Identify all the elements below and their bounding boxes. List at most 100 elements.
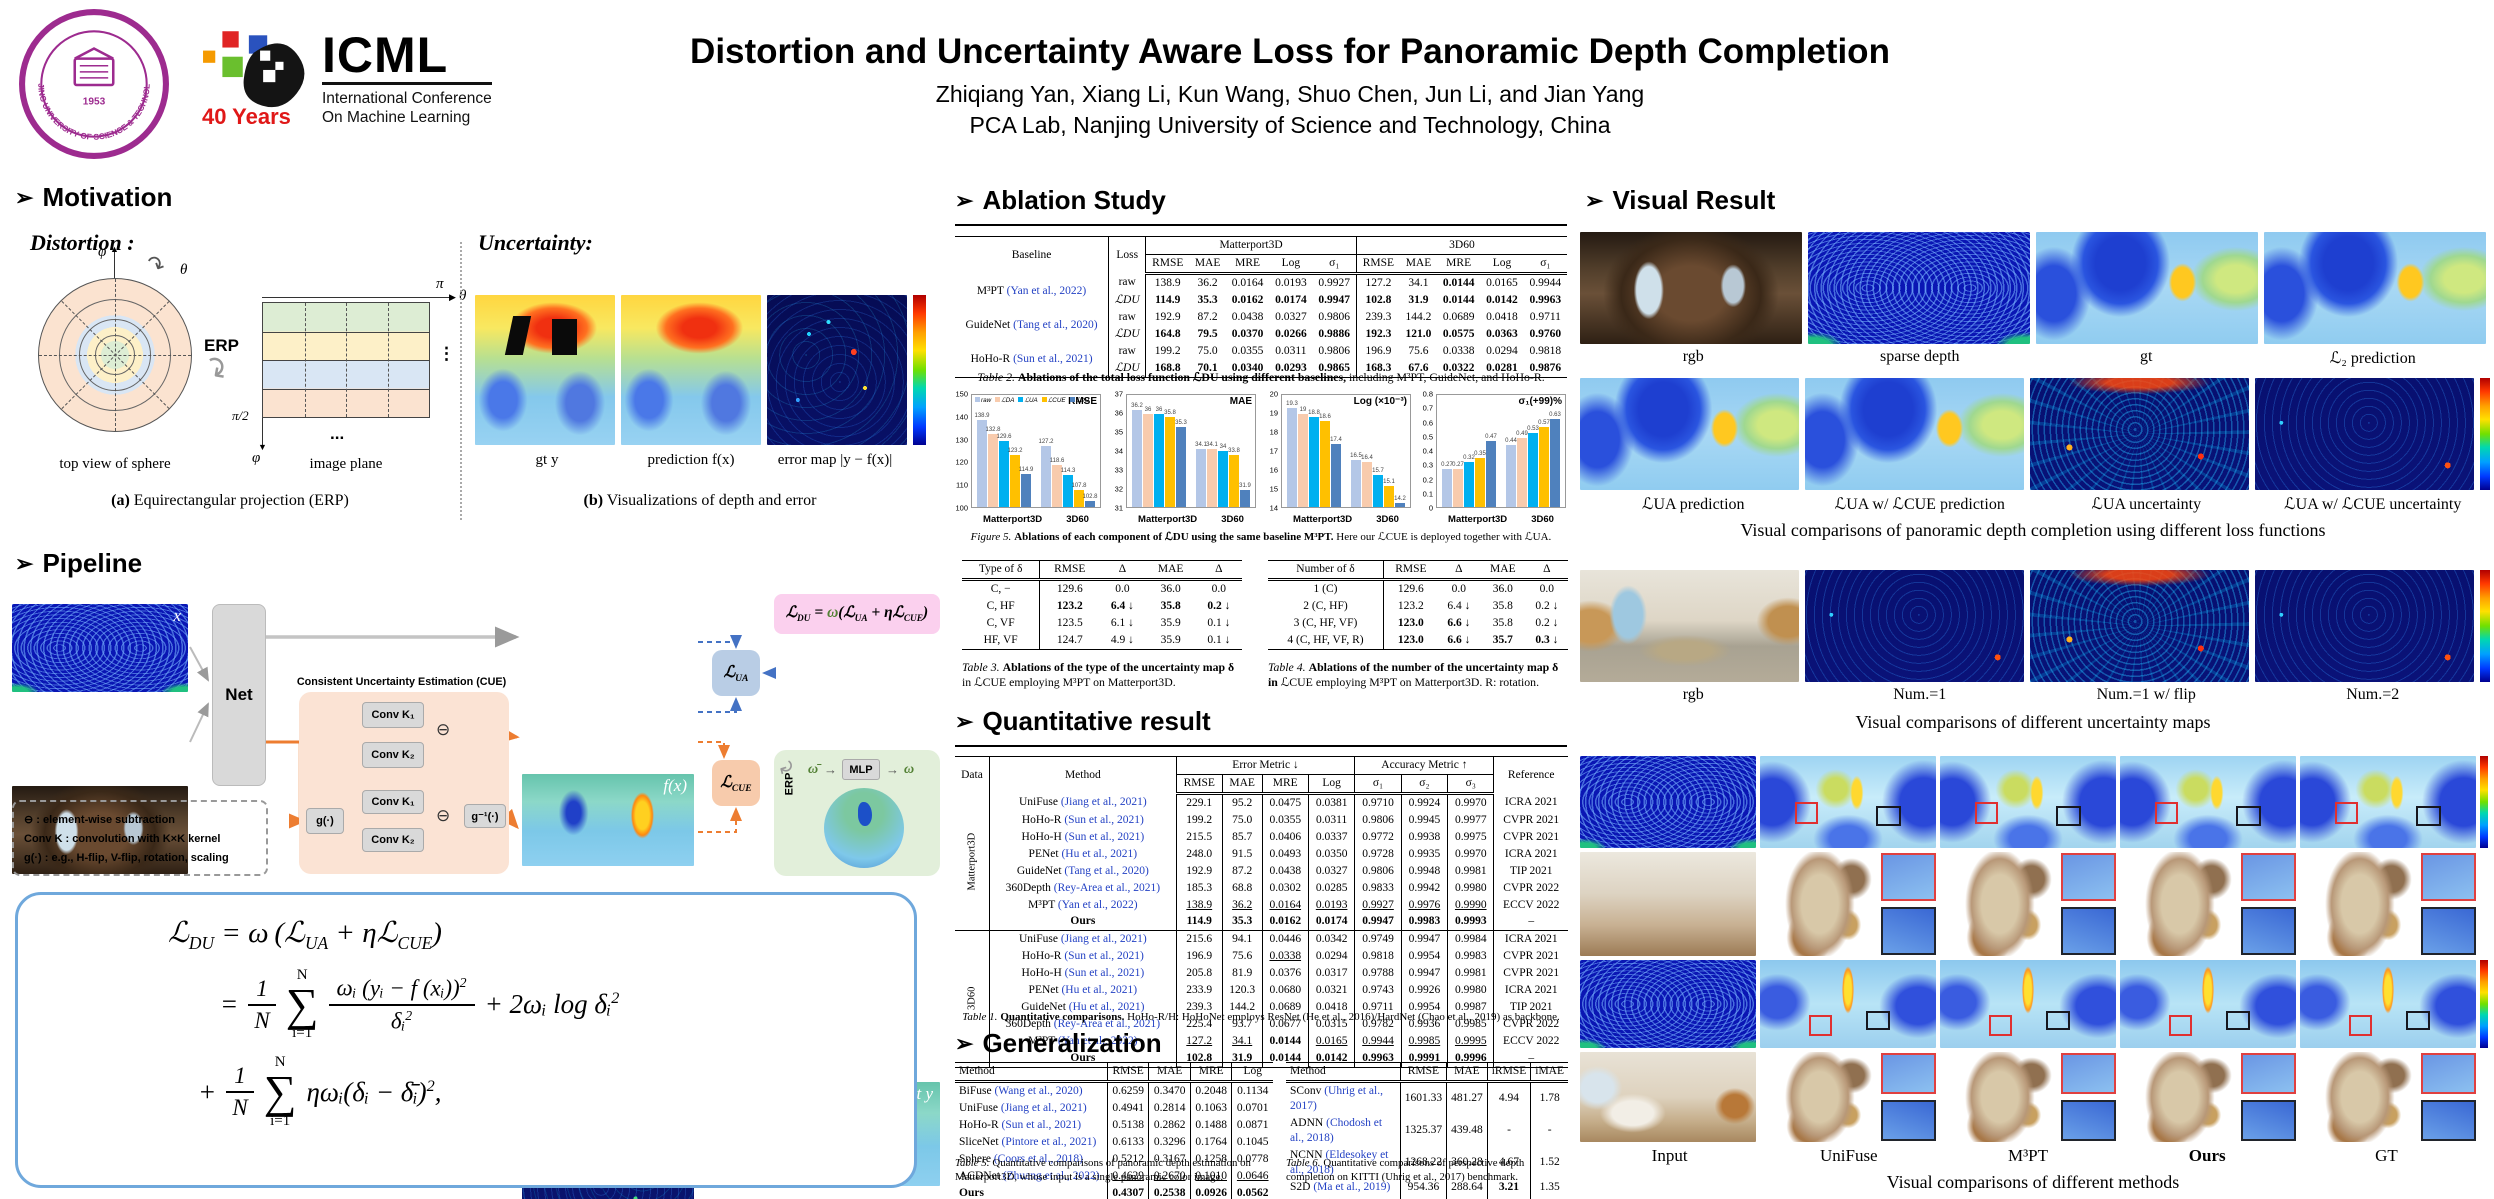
table-cell: 0.0322 [1442,361,1475,374]
div-el: 35.3 [1175,395,1187,507]
tr-el: Method RMSE MAE MRE Log [955,1063,1273,1083]
table-cell: 205.8 [1175,965,1223,983]
grid-input-rgb [1580,852,1756,956]
table-cell: 0.0376 [1261,965,1309,983]
net-box: Net [212,604,266,786]
div-el: 0.44 [1505,395,1517,507]
section-visual: ➢ Visual Result [1585,185,1775,216]
div-el: 129.6 [996,395,1012,507]
grid-ours-depth-2 [2120,960,2296,1048]
method-label: GT [2375,1146,2398,1165]
table-cell: 1.78 [1530,1081,1568,1115]
table-cell: ℒDU [1108,325,1146,343]
table-cell: 4.94 [1486,1081,1531,1115]
section-generalization: ➢ Generalization [955,1028,1162,1059]
span-el: 31.9 [1239,483,1251,490]
loss-ua-box: ℒUA [712,650,760,696]
prediction-depth-image [621,295,761,445]
table-cell: 0.0340 [1231,361,1264,374]
table-cell: 0.9980 [1447,879,1495,897]
table-cell: 954.36 [1399,1178,1447,1196]
table-cell: 0.1764 [1189,1133,1232,1151]
path-el [698,635,742,649]
span-el: 0.47 [1485,434,1497,441]
table-cell: 0.0689 [1442,310,1475,323]
uncertainty-num1-image [1805,570,2024,682]
span-el: ℒ [720,773,732,791]
table-cell: Log [1480,254,1524,275]
table-cell: 0.0144 [1261,1033,1309,1050]
table-cell: Method [955,1063,1108,1083]
table-cell: 0.0144 [1261,1049,1309,1067]
span-el: Table 3. [962,660,1000,674]
span-el: ℒ [168,917,189,949]
rect-el [275,61,284,70]
span-el: 15.7 [1372,468,1384,475]
table-cell: 0.9970 [1447,793,1495,812]
div-el: 35.8 [1164,395,1176,507]
span-el: + 2ωᵢ log δᵢ2 [485,989,620,1020]
div-el [1580,378,2490,490]
i-el [1809,1014,1833,1036]
span-el: 34 [1219,444,1227,450]
span-el: Conv K₂ [371,834,415,846]
ablation-table4: Number of δ RMSE Δ MAE Δ 1 (C) 129.6 0.0 36.0 0.0… [1268,561,1568,649]
span-el: 14.2 [1394,496,1406,503]
plane-pi-label: π [436,276,444,292]
span-el: 0.57 [1538,420,1550,427]
table-cell: 164.8 [1145,325,1190,343]
div-el: 14 15 16 17 18 19 20 [1263,390,1280,513]
table-cell: 68.8 [1221,879,1263,897]
sub-el: UA [735,673,749,685]
table-cell: Method [988,757,1177,794]
image-plane-diagram [262,302,430,418]
image-label: rgb [1682,348,1704,365]
table-cell: BiFuse (Wang et al., 2020) [955,1081,1107,1099]
span-el: including M³PT, GuideNet, and HoHo-R. [1346,370,1545,384]
image-label: sparse depth [1879,348,1960,365]
i-el [58,298,172,412]
tr-el: ADNN (Chodosh et al., 2018) 1325.37 439.48… [1286,1114,1568,1147]
table-cell: 6.4 ↓ [1110,599,1134,612]
div-el [1580,1052,2476,1142]
table-cell: SConv (Uhrig et al., 2017) [1286,1081,1400,1114]
div-el [1580,232,2486,344]
sphere-depth-image [824,788,904,868]
table-cell: 0.2048 [1189,1081,1232,1100]
span-el: 0.6 [1422,418,1433,427]
table-cell: HoHo-H (Sun et al., 2021) [988,965,1177,983]
i-el [2236,805,2261,826]
table-cell: 0.0926 [1189,1184,1232,1199]
span-el: Matterport3D [983,514,1043,525]
rect-el [203,50,216,63]
b-el: Ablations of each component of ℒDU using… [1014,531,1334,543]
span-el: 34 [1114,446,1123,456]
span-el: GuideNet [1016,864,1065,877]
grid-input-sparse [1580,756,1756,848]
legend-line: ⊖ : element-wise subtraction [24,813,176,826]
table-cell: 192.3 [1355,325,1400,343]
span-el: Table 1. [962,1011,998,1023]
tr-el: Data Method Error Metric ↓ Accuracy Metric … [954,757,1569,794]
plane-caption: image plane [309,456,383,472]
phi-arrowhead-icon: ▲ [110,244,119,254]
div-el [475,295,926,445]
table-cell: 0.0164 [1231,276,1264,289]
table-cell: 0.0142 [1486,293,1518,306]
table-cell: 0.9833 [1354,879,1402,897]
grid-m3pt-pointcloud-2 [1940,1052,2116,1142]
span-el: 0.5 [1422,432,1433,442]
subtract-icon: ⊖ [436,806,451,825]
span-el: (Hu et al., 2021) [1061,847,1138,860]
section-pipeline-title: Pipeline [42,548,143,578]
table-cell: 0.0689 [1261,999,1309,1017]
table-cell: 0.1063 [1189,1099,1232,1117]
div-el [1320,421,1330,507]
span-el: SConv [1290,1084,1325,1097]
tr-el: Type of δ RMSE Δ MAE Δ [962,561,1242,581]
i-el [2241,907,2296,955]
div-el: International Conference On Machine Lear… [322,89,492,128]
table-cell: 75.6 [1221,948,1263,966]
div-el [1021,473,1031,507]
